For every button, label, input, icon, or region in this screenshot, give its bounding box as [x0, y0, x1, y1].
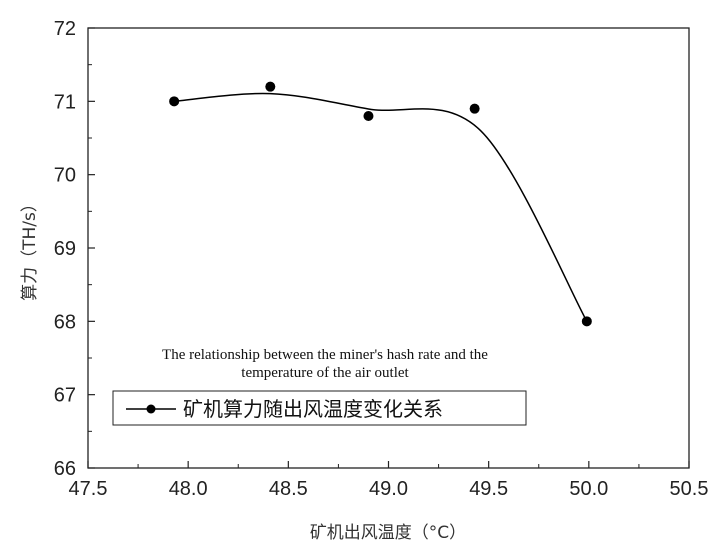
legend-label: 矿机算力随出风温度变化关系	[183, 397, 443, 421]
data-point	[581, 316, 592, 327]
x-tick-label: 49.5	[469, 478, 508, 500]
y-tick-label: 67	[54, 385, 76, 407]
x-axis: 47.5 48.0 48.5 49.0 49.5 50.0 50.5	[69, 461, 709, 500]
y-tick-label: 70	[54, 165, 76, 187]
legend-box	[112, 390, 527, 426]
legend: 矿机算力随出风温度变化关系	[112, 390, 527, 426]
data-points	[169, 81, 592, 327]
y-tick-label: 66	[54, 458, 76, 480]
x-axis-title: 矿机出风温度（°C）	[310, 523, 466, 543]
y-axis: 66 67 68 69 70 71 72	[54, 18, 95, 480]
x-tick-label: 50.0	[569, 478, 608, 500]
y-tick-label: 71	[54, 91, 76, 113]
fit-curve	[174, 92, 588, 322]
y-tick-label: 68	[54, 311, 76, 333]
x-tick-label: 48.5	[269, 478, 308, 500]
data-point	[169, 96, 180, 107]
data-point	[363, 111, 374, 121]
data-point	[265, 81, 276, 92]
annotation-line-1: The relationship between the miner's has…	[162, 347, 488, 363]
y-tick-label: 72	[54, 18, 76, 40]
y-axis-title: 算力（TH/s）	[20, 195, 40, 301]
y-tick-label: 69	[54, 238, 76, 260]
x-tick-label: 50.5	[670, 478, 709, 500]
x-tick-label: 48.0	[169, 478, 208, 500]
x-tick-label: 47.5	[69, 478, 108, 500]
data-point	[469, 103, 480, 114]
legend-marker	[146, 404, 156, 414]
annotation-line-2: temperature of the air outlet	[241, 365, 409, 381]
x-tick-label: 49.0	[369, 478, 408, 500]
